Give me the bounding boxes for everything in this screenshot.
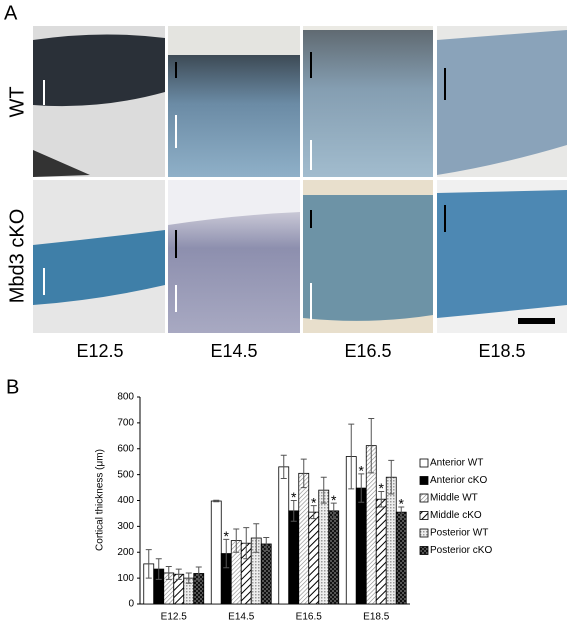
significance-mark: * <box>291 489 297 505</box>
error-bar <box>310 505 317 520</box>
error-bar <box>145 549 152 579</box>
row-label: Mbd3 cKO <box>6 209 28 303</box>
panel-label: A <box>4 2 18 24</box>
y-tick-label: 200 <box>117 547 134 558</box>
error-bar <box>368 417 375 474</box>
x-tick-label: E18.5 <box>363 612 390 622</box>
significance-mark: * <box>379 480 385 496</box>
x-tick-label: E14.5 <box>228 612 255 622</box>
error-bar <box>300 458 307 489</box>
bar <box>375 498 387 605</box>
x-tick-label: E16.5 <box>296 612 323 622</box>
y-tick-label: 600 <box>117 443 134 454</box>
bar <box>298 472 310 605</box>
bar <box>328 510 340 605</box>
panel-a-images <box>33 26 567 333</box>
y-tick-label: 400 <box>117 495 134 506</box>
bar <box>308 511 320 605</box>
y-tick-label: 100 <box>117 573 134 584</box>
legend-label: Posterior cKO <box>430 545 492 556</box>
column-label: E18.5 <box>478 341 525 361</box>
legend-swatch <box>419 546 429 555</box>
column-label: E12.5 <box>76 341 123 361</box>
error-bar <box>253 523 260 553</box>
error-bar <box>195 566 202 581</box>
legend-swatch <box>419 511 429 520</box>
legend-label: Anterior cKO <box>430 475 487 486</box>
error-bar <box>175 568 182 580</box>
column-label: E14.5 <box>210 341 257 361</box>
significance-mark: * <box>224 528 230 544</box>
row-label: WT <box>6 86 28 117</box>
y-tick-label: 300 <box>117 521 134 532</box>
legend-label: Middle WT <box>430 493 478 504</box>
legend-swatch <box>419 476 429 485</box>
error-bar <box>165 565 172 580</box>
y-tick-label: 800 <box>117 392 134 403</box>
error-bar <box>330 502 337 520</box>
error-bar <box>263 537 270 551</box>
significance-mark: * <box>359 463 365 479</box>
error-bar <box>213 499 220 503</box>
significance-mark: * <box>399 496 405 512</box>
error-bar <box>388 459 395 495</box>
error-bar <box>320 476 327 504</box>
error-bar <box>155 558 162 580</box>
column-label: E16.5 <box>344 341 391 361</box>
legend-swatch <box>419 493 429 503</box>
y-tick-label: 0 <box>128 599 134 610</box>
bar <box>385 476 397 605</box>
error-bar <box>233 528 240 553</box>
error-bar <box>290 500 297 522</box>
legend-label: Middle cKO <box>430 510 482 521</box>
bar <box>288 510 300 605</box>
significance-mark: * <box>331 492 337 508</box>
bar <box>355 487 367 605</box>
y-tick-label: 500 <box>117 469 134 480</box>
error-bar <box>280 454 287 480</box>
x-tick-label: E12.5 <box>161 612 188 622</box>
error-bar <box>378 490 385 508</box>
legend-swatch <box>419 458 429 468</box>
legend-swatch <box>419 528 429 538</box>
bar <box>395 511 407 605</box>
legend-label: Posterior WT <box>430 528 488 539</box>
y-tick-label: 700 <box>117 418 134 429</box>
error-bar <box>398 506 405 518</box>
panel-label: B <box>6 376 19 398</box>
error-bar <box>358 473 365 503</box>
error-bar <box>243 527 250 560</box>
legend-label: Anterior WT <box>430 458 483 469</box>
y-axis-title: Cortical thickness (μm) <box>95 449 106 551</box>
bar <box>278 466 290 605</box>
error-bar <box>223 538 230 569</box>
bar <box>210 500 222 605</box>
bar <box>260 543 272 605</box>
bar <box>318 489 330 605</box>
significance-mark: * <box>311 494 317 510</box>
error-bar <box>348 423 355 490</box>
error-bar <box>185 572 192 584</box>
